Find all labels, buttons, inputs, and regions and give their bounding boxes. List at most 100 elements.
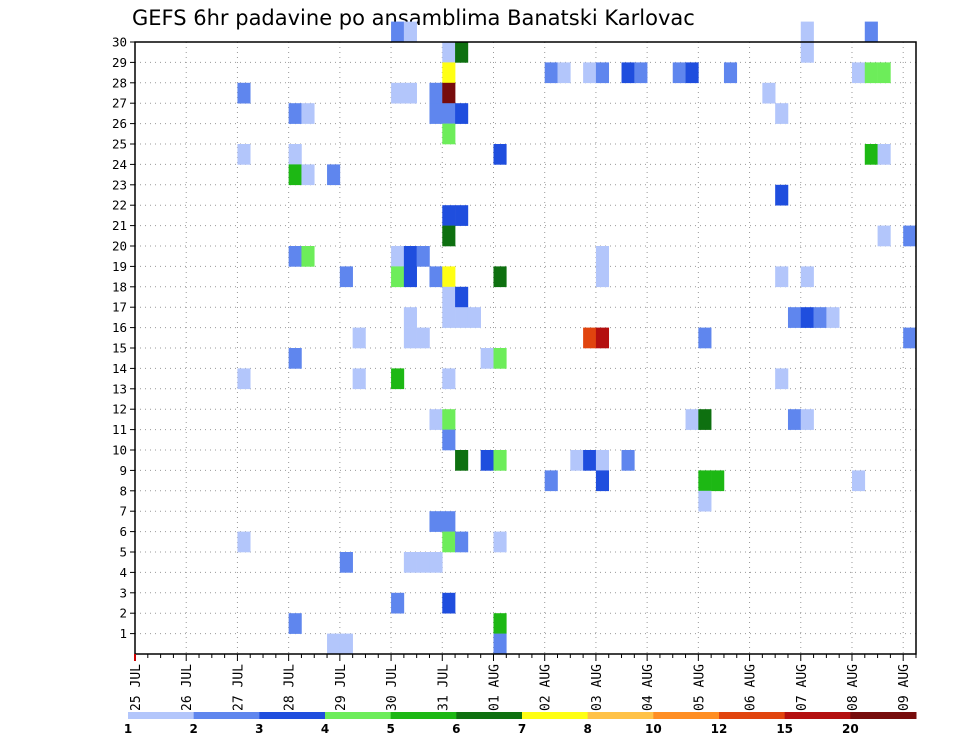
precip-cell	[826, 307, 840, 328]
x-tick-label: 07 AUG	[795, 664, 810, 711]
y-tick-label: 5	[119, 545, 127, 560]
precip-cell	[403, 246, 417, 267]
y-tick-label: 30	[112, 35, 127, 50]
precip-cell	[493, 348, 507, 369]
precip-cell	[237, 82, 251, 104]
y-tick-label: 7	[119, 504, 127, 519]
legend-swatch	[587, 712, 654, 719]
precip-cell	[595, 62, 610, 84]
y-tick-label: 9	[119, 463, 127, 478]
precip-cell	[237, 144, 251, 165]
precip-cell	[288, 164, 302, 186]
precip-cell	[327, 633, 341, 655]
precip-cell	[698, 327, 712, 349]
precip-cell	[595, 450, 610, 471]
precip-cell	[429, 266, 443, 288]
precip-cell	[442, 429, 456, 451]
precip-cell	[544, 62, 558, 84]
precip-cell	[442, 286, 456, 308]
precip-cell	[711, 470, 725, 492]
legend-swatch	[193, 712, 260, 719]
precip-cell	[698, 409, 712, 430]
x-tick-label: 02 AUG	[539, 664, 554, 711]
legend-label: 8	[583, 722, 591, 736]
x-tick-label: 05 AUG	[692, 664, 707, 711]
precip-cell	[391, 82, 405, 104]
y-tick-label: 15	[112, 341, 127, 356]
precip-cell	[800, 42, 814, 63]
precip-cell	[416, 246, 430, 267]
precip-cell	[391, 246, 405, 267]
precip-cell	[493, 450, 507, 471]
precip-cell	[429, 409, 443, 430]
precip-cell	[493, 613, 507, 634]
precip-cell	[327, 164, 341, 186]
precip-cell	[442, 409, 456, 430]
legend-label: 10	[645, 722, 662, 736]
precip-cell	[877, 225, 891, 247]
precip-cell	[442, 592, 456, 614]
precip-cell	[301, 164, 315, 186]
x-tick-label: 27 JUL	[231, 664, 246, 711]
precip-cell	[442, 225, 456, 247]
precip-cell	[429, 103, 443, 124]
precip-cell	[442, 531, 456, 553]
y-tick-label: 25	[112, 137, 127, 152]
legend-swatch	[390, 712, 457, 719]
precip-cell	[493, 633, 507, 655]
precip-cell	[467, 307, 481, 328]
precip-cell	[698, 490, 712, 512]
precip-cell	[416, 327, 430, 349]
precip-cell	[288, 144, 302, 165]
x-tick-label: 28 JUL	[283, 664, 298, 711]
precip-cell	[698, 470, 712, 492]
y-tick-label: 22	[112, 198, 127, 213]
precip-cell	[339, 633, 353, 655]
legend-label: 3	[255, 722, 263, 736]
y-tick-label: 11	[112, 422, 127, 437]
legend-label: 15	[776, 722, 793, 736]
precip-cell	[442, 42, 456, 63]
precip-cell	[455, 450, 469, 471]
precip-cell	[480, 348, 494, 369]
legend-label: 7	[518, 722, 526, 736]
grid-lines	[135, 42, 916, 654]
y-tick-label: 10	[112, 443, 127, 458]
precip-cell	[429, 552, 443, 573]
precip-cell	[480, 450, 494, 471]
precip-cell	[352, 368, 366, 390]
precip-cell	[442, 62, 456, 84]
y-tick-label: 13	[112, 381, 127, 396]
precip-cell	[723, 62, 738, 84]
legend-label: 20	[842, 722, 859, 736]
y-tick-label: 4	[119, 565, 127, 580]
y-tick-label: 26	[112, 116, 127, 131]
precip-cell	[864, 21, 878, 43]
color-legend: 1 2 3 4 5 6 7 8 10 12 15 20	[124, 712, 917, 736]
precip-cell	[595, 266, 610, 288]
precip-cell	[339, 266, 353, 288]
precip-cell	[455, 286, 469, 308]
precip-cell	[775, 266, 789, 288]
precip-cell	[352, 327, 366, 349]
precip-cell	[301, 103, 315, 124]
precip-cell	[493, 531, 507, 553]
precip-cell	[595, 470, 610, 492]
precip-cell	[877, 62, 891, 84]
precip-cell	[634, 62, 648, 84]
legend-swatch	[259, 712, 326, 719]
precip-cell	[442, 205, 456, 226]
legend-label: 4	[321, 722, 329, 736]
precip-cell	[237, 368, 251, 390]
precip-cell	[442, 103, 456, 124]
precip-cell	[288, 246, 302, 267]
precip-cell	[391, 368, 405, 390]
y-tick-label: 23	[112, 177, 127, 192]
precip-cell	[288, 103, 302, 124]
y-tick-label: 8	[119, 483, 127, 498]
precip-cell	[800, 409, 814, 430]
precip-cell	[391, 266, 405, 288]
precip-cell	[762, 82, 776, 104]
precip-cell	[429, 82, 443, 104]
